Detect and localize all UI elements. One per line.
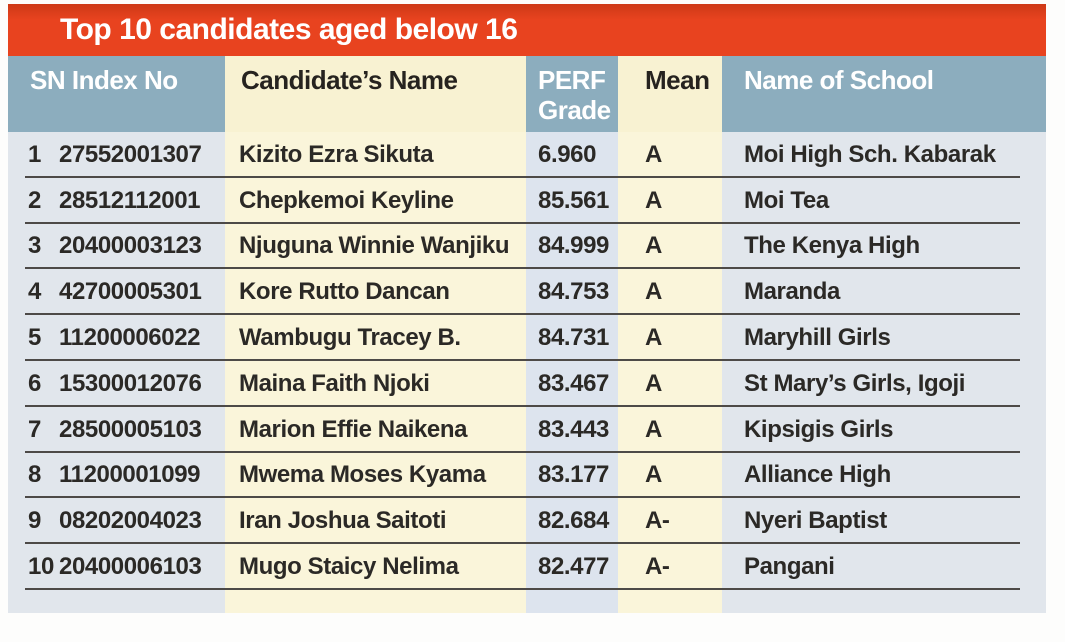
school-cell: Maryhill Girls <box>722 315 1046 361</box>
table-row: 8 11200001099 Mwema Moses Kyama 83.177 A… <box>8 452 1046 499</box>
header-perf-grade-line1: PERF <box>538 65 606 95</box>
perf-grade-cell: 84.731 <box>526 315 618 361</box>
bottom-strip-segment <box>526 589 618 613</box>
mean-cell: A <box>618 406 722 453</box>
index-no-value: 08202004023 <box>59 507 202 535</box>
perf-grade-cell: 82.477 <box>526 544 618 590</box>
perf-grade-cell: 84.999 <box>526 223 618 270</box>
sn-value: 4 <box>28 278 41 306</box>
perf-grade-cell: 84.753 <box>526 269 618 316</box>
sn-index-cell: 3 20400003123 <box>8 223 225 270</box>
header-mean: Mean <box>618 56 722 132</box>
index-no-value: 27552001307 <box>59 140 202 168</box>
mean-cell: A <box>618 177 722 224</box>
school-cell: Pangani <box>722 544 1046 590</box>
school-cell: Alliance High <box>722 452 1046 499</box>
bottom-strip-segment <box>8 589 225 613</box>
candidate-name-cell: Mwema Moses Kyama <box>225 452 526 499</box>
table-bottom-strip <box>8 589 1046 613</box>
perf-grade-cell: 83.177 <box>526 452 618 499</box>
candidate-name-cell: Njuguna Winnie Wanjiku <box>225 223 526 270</box>
table-row: 4 42700005301 Kore Rutto Dancan 84.753 A… <box>8 269 1046 316</box>
perf-grade-cell: 85.561 <box>526 177 618 224</box>
header-name-of-school: Name of School <box>722 56 1046 132</box>
table-row: 7 28500005103 Marion Effie Naikena 83.44… <box>8 406 1046 453</box>
perf-grade-cell: 83.467 <box>526 360 618 407</box>
school-cell: Moi High Sch. Kabarak <box>722 132 1046 178</box>
index-no-value: 11200006022 <box>59 324 201 352</box>
index-no-value: 20400003123 <box>59 232 202 260</box>
bottom-strip-segment <box>722 589 1046 613</box>
candidate-name-cell: Iran Joshua Saitoti <box>225 498 526 545</box>
index-no-value: 11200001099 <box>59 461 201 489</box>
school-cell: Maranda <box>722 269 1046 316</box>
mean-cell: A- <box>618 498 722 545</box>
mean-cell: A <box>618 223 722 270</box>
bottom-strip-segment <box>225 589 526 613</box>
header-candidate-name: Candidate’s Name <box>225 56 526 132</box>
table-row: 9 08202004023 Iran Joshua Saitoti 82.684… <box>8 498 1046 545</box>
sn-value: 7 <box>28 415 41 443</box>
table-row: 1 27552001307 Kizito Ezra Sikuta 6.960 A… <box>8 132 1046 178</box>
table-row: 2 28512112001 Chepkemoi Keyline 85.561 A… <box>8 177 1046 224</box>
school-cell: St Mary’s Girls, Igoji <box>722 360 1046 407</box>
header-perf-grade: PERF Grade <box>526 56 618 132</box>
sn-value: 10 <box>28 553 54 581</box>
perf-grade-cell: 6.960 <box>526 132 618 178</box>
school-cell: Kipsigis Girls <box>722 406 1046 453</box>
table-body: 1 27552001307 Kizito Ezra Sikuta 6.960 A… <box>8 132 1046 590</box>
candidate-name-cell: Maina Faith Njoki <box>225 360 526 407</box>
mean-cell: A- <box>618 544 722 590</box>
candidate-name-cell: Kore Rutto Dancan <box>225 269 526 316</box>
header-perf-grade-line2: Grade <box>538 95 611 125</box>
sn-index-cell: 5 11200006022 <box>8 315 225 361</box>
table-row: 3 20400003123 Njuguna Winnie Wanjiku 84.… <box>8 223 1046 270</box>
mean-cell: A <box>618 132 722 178</box>
school-cell: Nyeri Baptist <box>722 498 1046 545</box>
table-header-row: SN Index No Candidate’s Name PERF Grade … <box>8 56 1046 132</box>
sn-value: 5 <box>28 324 41 352</box>
mean-cell: A <box>618 452 722 499</box>
sn-value: 3 <box>28 232 41 260</box>
newspaper-table-clipping: Top 10 candidates aged below 16 SN Index… <box>8 4 1046 613</box>
index-no-value: 20400006103 <box>59 553 202 581</box>
sn-value: 9 <box>28 507 41 535</box>
index-no-value: 15300012076 <box>59 369 202 397</box>
school-cell: Moi Tea <box>722 177 1046 224</box>
sn-value: 8 <box>28 461 41 489</box>
candidate-name-cell: Wambugu Tracey B. <box>225 315 526 361</box>
table-row: 10 20400006103 Mugo Staicy Nelima 82.477… <box>8 544 1046 590</box>
perf-grade-cell: 82.684 <box>526 498 618 545</box>
sn-index-cell: 9 08202004023 <box>8 498 225 545</box>
sn-index-cell: 8 11200001099 <box>8 452 225 499</box>
candidate-name-cell: Chepkemoi Keyline <box>225 177 526 224</box>
table-title-bar: Top 10 candidates aged below 16 <box>8 4 1046 56</box>
sn-value: 1 <box>28 140 41 168</box>
sn-index-cell: 10 20400006103 <box>8 544 225 590</box>
school-cell: The Kenya High <box>722 223 1046 270</box>
candidate-name-cell: Kizito Ezra Sikuta <box>225 132 526 178</box>
mean-cell: A <box>618 269 722 316</box>
mean-cell: A <box>618 315 722 361</box>
header-sn-index-no: SN Index No <box>8 56 225 132</box>
sn-index-cell: 6 15300012076 <box>8 360 225 407</box>
sn-index-cell: 4 42700005301 <box>8 269 225 316</box>
index-no-value: 42700005301 <box>59 278 202 306</box>
sn-value: 2 <box>28 186 41 214</box>
mean-cell: A <box>618 360 722 407</box>
table-row: 5 11200006022 Wambugu Tracey B. 84.731 A… <box>8 315 1046 361</box>
sn-index-cell: 1 27552001307 <box>8 132 225 178</box>
candidate-name-cell: Mugo Staicy Nelima <box>225 544 526 590</box>
sn-index-cell: 7 28500005103 <box>8 406 225 453</box>
table-title: Top 10 candidates aged below 16 <box>60 13 518 46</box>
bottom-strip-segment <box>618 589 722 613</box>
sn-index-cell: 2 28512112001 <box>8 177 225 224</box>
sn-value: 6 <box>28 369 41 397</box>
index-no-value: 28512112001 <box>59 186 201 214</box>
candidate-name-cell: Marion Effie Naikena <box>225 406 526 453</box>
table-row: 6 15300012076 Maina Faith Njoki 83.467 A… <box>8 360 1046 407</box>
perf-grade-cell: 83.443 <box>526 406 618 453</box>
index-no-value: 28500005103 <box>59 415 202 443</box>
